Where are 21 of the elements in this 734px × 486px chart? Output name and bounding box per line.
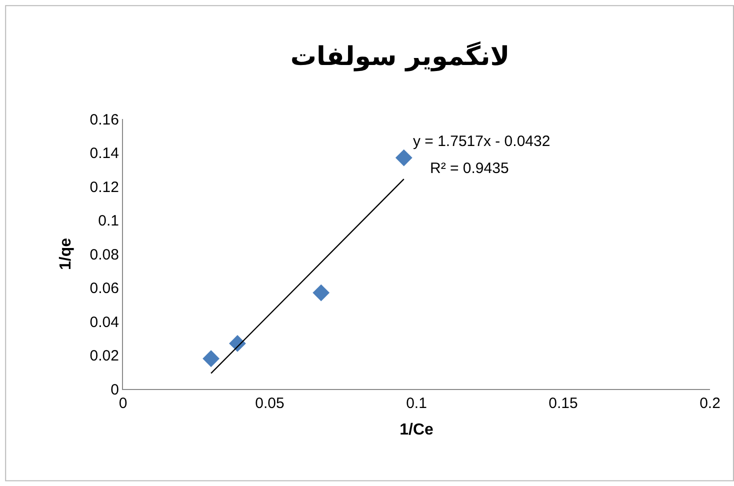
y-tick-label: 0.06 — [90, 280, 119, 297]
point — [395, 149, 412, 166]
y-tick-label: 0.1 — [98, 212, 119, 230]
y-tick-label: 0.12 — [90, 178, 119, 196]
y-tick-label: 0 — [110, 381, 119, 398]
point — [202, 350, 220, 368]
y-tick-label: 0.16 — [90, 111, 119, 128]
x-tick-label: 0.2 — [700, 395, 720, 412]
annotation: y = 1.7517x - 0.0432 — [413, 133, 550, 150]
y-tick-label: 0.04 — [90, 314, 119, 331]
y-tick-label: 0.02 — [90, 348, 119, 364]
x-tick-label: 0.05 — [255, 395, 284, 412]
x-tick-label: 0.15 — [548, 395, 578, 412]
annotation: R² = 0.9435 — [430, 160, 509, 177]
x-tick-label: 0.1 — [406, 395, 427, 412]
x-axis-title: 1/Ce — [400, 422, 434, 439]
chart-title: لانگموير سولفات — [290, 40, 510, 72]
y-tick-label: 0.08 — [90, 246, 119, 264]
point — [312, 284, 330, 302]
y-axis-title: 1/qe — [58, 238, 75, 270]
y-tick-label: 0.14 — [90, 145, 119, 162]
